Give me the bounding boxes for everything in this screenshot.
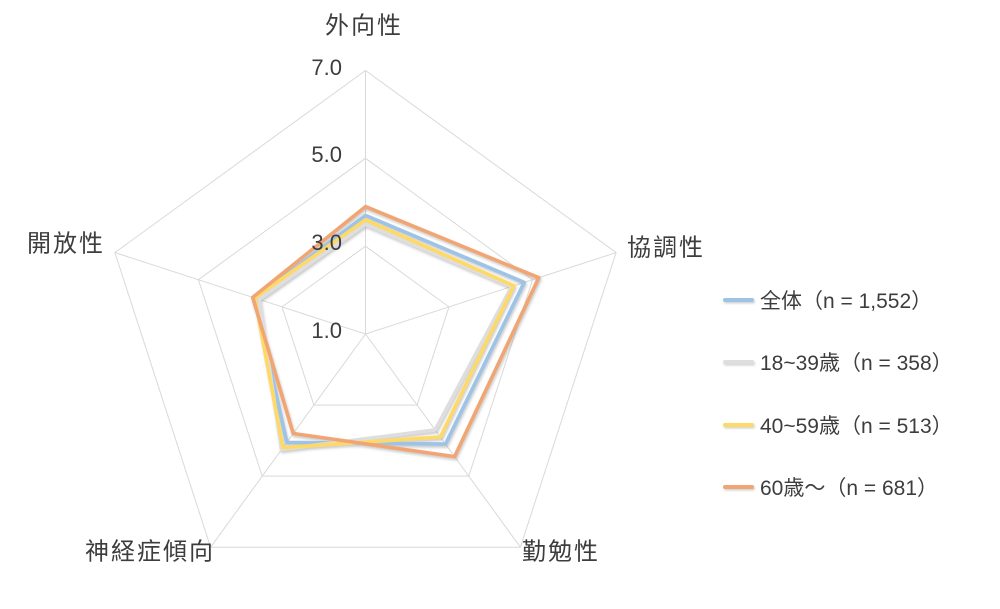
legend-swatch-icon: [723, 422, 754, 427]
tick-label-7.0: 7.0: [311, 54, 342, 80]
legend-item-2: 40~59歳（n = 513）: [723, 410, 953, 440]
axis-label-2: 勤勉性: [522, 538, 600, 566]
legend-label: 全体（n = 1,552）: [760, 290, 933, 313]
radar-spoke: [365, 252, 617, 335]
radar-ring: [114, 69, 617, 548]
legend-swatch-icon: [723, 360, 754, 365]
series-line-1: [257, 222, 514, 452]
radar-series-lines: [250, 204, 541, 459]
series-line-3: [250, 204, 541, 459]
axis-label-0: 外向性: [325, 12, 403, 40]
legend-label: 18~39歳（n = 358）: [760, 352, 953, 376]
radar-spoke: [365, 333, 521, 548]
legend-swatch-icon: [723, 485, 754, 490]
tick-label-3.0: 3.0: [311, 230, 342, 256]
radar-gridlines: [114, 69, 617, 548]
radar-ring: [197, 157, 534, 477]
radar-spoke: [114, 252, 366, 335]
axis-label-1: 協調性: [627, 234, 705, 262]
legend-item-3: 60歳～（n = 681）: [723, 472, 938, 502]
axis-label-4: 開放性: [27, 230, 105, 258]
legend-item-1: 18~39歳（n = 358）: [723, 347, 953, 377]
legend-swatch-icon: [723, 298, 754, 302]
radar-ring: [281, 245, 450, 406]
legend-label: 60歳～（n = 681）: [760, 477, 939, 501]
legend-label: 40~59歳（n = 513）: [760, 414, 953, 438]
tick-label-1.0: 1.0: [311, 318, 342, 343]
axis-label-3: 神経症傾向: [85, 538, 215, 566]
tick-label-5.0: 5.0: [311, 142, 342, 168]
legend-item-0: 全体（n = 1,552）: [723, 285, 932, 315]
series-line-0: [253, 213, 527, 446]
